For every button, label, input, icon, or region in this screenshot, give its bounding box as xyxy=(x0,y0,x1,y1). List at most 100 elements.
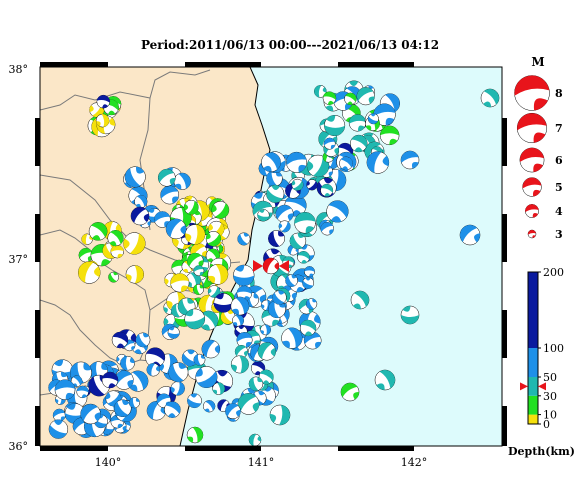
focal-mechanism-392 xyxy=(400,305,420,325)
focal-mechanism-230 xyxy=(379,125,400,146)
focal-mechanism-247 xyxy=(344,92,357,106)
depth-band-4 xyxy=(528,272,538,348)
focal-mechanism-289 xyxy=(64,403,86,424)
focal-mechanism-317 xyxy=(78,261,101,284)
magnitude-legend: M 8 7 6 5 4 3 xyxy=(514,55,563,241)
focal-mechanism-360 xyxy=(187,393,202,409)
focal-mechanism-236 xyxy=(366,151,390,174)
focal-mechanism-376 xyxy=(120,355,135,371)
focal-mechanism-329 xyxy=(154,211,171,228)
lat-label-36: 36° xyxy=(9,440,29,453)
focal-mechanism-165 xyxy=(304,266,315,277)
period-title: Period:2011/06/13 00:00---2021/06/13 04:… xyxy=(140,38,440,52)
focal-mechanism-240 xyxy=(313,85,327,98)
focal-mechanism-211 xyxy=(320,183,334,197)
lat-label-38: 38° xyxy=(9,63,29,76)
focal-mechanism-106 xyxy=(220,309,236,325)
focal-mechanism-400 xyxy=(480,88,500,108)
focal-mechanism-8 xyxy=(95,113,110,128)
focal-mechanism-182 xyxy=(294,212,316,234)
focal-mechanism-166 xyxy=(302,277,315,289)
depth-band-1 xyxy=(528,395,538,415)
focal-mechanism-325 xyxy=(157,168,176,187)
magnitude-legend-label-5: 5 xyxy=(555,181,563,194)
focal-mechanism-148 xyxy=(281,327,303,349)
magnitude-legend-label-7: 7 xyxy=(555,122,563,135)
focal-mechanism-355 xyxy=(193,353,206,366)
magnitude-legend-symbol-5 xyxy=(522,177,542,197)
focal-mechanism-388 xyxy=(146,363,160,377)
focal-mechanism-363 xyxy=(257,342,277,361)
focal-mechanism-322 xyxy=(160,185,180,205)
focal-mechanism-315 xyxy=(81,233,93,245)
focal-mechanism-385 xyxy=(170,381,185,396)
focal-mechanism-394 xyxy=(340,382,360,402)
focal-mechanism-110 xyxy=(184,308,206,330)
land-area xyxy=(40,67,270,446)
magnitude-legend-label-3: 3 xyxy=(555,228,563,241)
magnitude-legend-symbol-8 xyxy=(514,75,550,111)
longitude-axis: 140° 141° 142° xyxy=(95,456,428,469)
magnitude-legend-label-6: 6 xyxy=(555,154,563,167)
focal-mechanism-301 xyxy=(54,379,76,400)
mainshock-focal-mechanism xyxy=(253,257,289,275)
focal-mechanism-214 xyxy=(278,220,291,233)
focal-mechanism-311 xyxy=(110,244,124,259)
focal-mechanism-164 xyxy=(233,264,255,287)
focal-mechanism-314 xyxy=(108,271,120,283)
focal-mechanism-139 xyxy=(232,314,245,327)
lon-label-142: 142° xyxy=(401,456,428,469)
focal-mechanism-312 xyxy=(123,232,146,255)
magnitude-legend-symbol-4 xyxy=(525,204,539,218)
focal-mechanism-342 xyxy=(236,331,253,349)
focal-mechanism-146 xyxy=(289,232,307,250)
focal-mechanism-154 xyxy=(267,300,286,319)
focal-mechanism-213 xyxy=(326,200,349,223)
focal-mechanism-114 xyxy=(170,273,190,293)
focal-mechanism-208 xyxy=(266,184,285,203)
focal-mechanism-cloud xyxy=(48,80,500,446)
focal-mechanism-134 xyxy=(297,251,310,264)
focal-mechanism-389 xyxy=(400,150,420,170)
focal-mechanism-251 xyxy=(322,91,337,105)
focal-mechanism-351 xyxy=(258,369,274,385)
focal-mechanism-397 xyxy=(269,404,291,426)
focal-mechanism-203 xyxy=(257,209,270,222)
focal-mechanism-197 xyxy=(275,204,294,223)
focal-mechanism-398 xyxy=(130,206,150,226)
map-area xyxy=(40,67,502,446)
focal-mechanism-210 xyxy=(261,152,281,173)
focal-mechanism-67 xyxy=(205,231,222,247)
focal-mechanism-324 xyxy=(173,172,191,190)
focal-mechanism-286 xyxy=(48,419,69,439)
focal-mechanism-237 xyxy=(348,114,367,132)
focal-mechanism-395 xyxy=(248,433,262,446)
focal-mechanism-361 xyxy=(237,393,260,415)
focal-mechanism-198 xyxy=(286,151,307,173)
depth-band-0 xyxy=(528,414,538,424)
lon-label-140: 140° xyxy=(95,456,122,469)
focal-mechanism-98 xyxy=(207,285,221,298)
focal-mechanism-248 xyxy=(324,115,346,137)
focal-mechanism-332 xyxy=(165,218,187,240)
mainshock-arrow-left xyxy=(253,259,263,272)
focal-mechanism-68 xyxy=(184,224,206,245)
focal-mechanism-290 xyxy=(70,375,83,387)
depth-tick-label-200: 200 xyxy=(543,266,564,279)
focal-mechanism-399 xyxy=(111,331,129,349)
lon-label-141: 141° xyxy=(248,456,275,469)
focal-mechanism-387 xyxy=(168,362,189,383)
magnitude-legend-label-8: 8 xyxy=(555,87,563,100)
focal-mechanism-299 xyxy=(80,403,101,425)
focal-mechanism-238 xyxy=(350,134,368,153)
depth-tick-label-0: 0 xyxy=(543,418,550,431)
focal-mechanism-162 xyxy=(272,290,287,305)
magnitude-legend-symbol-6 xyxy=(519,147,545,173)
focal-mechanism-153 xyxy=(237,232,251,246)
focal-mechanism-169 xyxy=(260,324,272,336)
focal-mechanism-374 xyxy=(135,332,151,348)
focal-mechanism-267 xyxy=(52,408,66,422)
focal-mechanism-382 xyxy=(128,397,140,409)
magnitude-legend-label-4: 4 xyxy=(555,205,563,218)
